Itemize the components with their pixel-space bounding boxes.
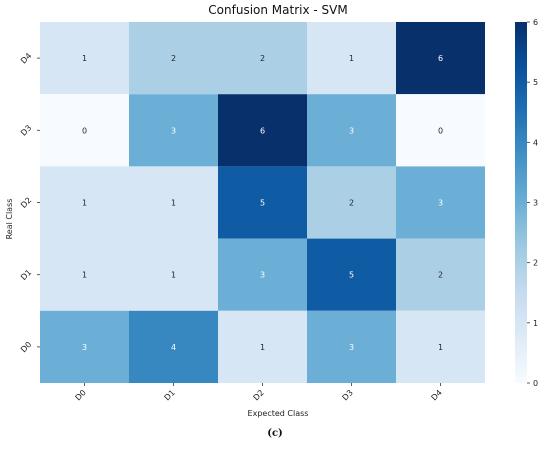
heatmap-cell-D2-D2 xyxy=(218,166,307,239)
heatmap-cell-D4-D1 xyxy=(129,22,218,95)
y-tick-label: D2 xyxy=(19,196,33,210)
cell-value-label: 3 xyxy=(260,271,265,280)
cell-value-label: 0 xyxy=(438,126,443,135)
heatmap-cell-D0-D1 xyxy=(129,310,218,383)
y-tick-label: D0 xyxy=(19,340,33,354)
x-tick-label: D0 xyxy=(74,388,88,402)
heatmap-cell-D4-D0 xyxy=(40,22,129,95)
colorbar-tick-label: 3 xyxy=(533,199,538,208)
heatmap-cell-D0-D4 xyxy=(396,310,485,383)
chart-title: Confusion Matrix - SVM xyxy=(208,3,347,17)
heatmap-cell-D3-D0 xyxy=(40,94,129,167)
colorbar-tick-label: 6 xyxy=(533,18,538,27)
heatmap-cell-D0-D0 xyxy=(40,310,129,383)
y-axis-label: Real Class xyxy=(5,199,14,240)
cell-value-label: 1 xyxy=(171,271,176,280)
cell-value-label: 5 xyxy=(260,199,265,208)
heatmap-cell-D3-D3 xyxy=(307,94,396,167)
cell-value-label: 3 xyxy=(349,343,354,352)
cell-value-label: 3 xyxy=(171,126,176,135)
heatmap-cell-D0-D3 xyxy=(307,310,396,383)
cell-value-label: 4 xyxy=(171,343,176,352)
heatmap-cell-D0-D2 xyxy=(218,310,307,383)
cell-value-label: 2 xyxy=(349,199,354,208)
heatmap-cell-D4-D4 xyxy=(396,22,485,95)
heatmap-cell-D1-D0 xyxy=(40,238,129,311)
y-tick-label: D4 xyxy=(19,51,33,65)
heatmap-cell-D3-D2 xyxy=(218,94,307,167)
colorbar xyxy=(515,22,527,383)
cell-value-label: 2 xyxy=(438,271,443,280)
colorbar-tick-label: 2 xyxy=(533,259,538,268)
heatmap-cell-D1-D1 xyxy=(129,238,218,311)
heatmap-cell-D1-D3 xyxy=(307,238,396,311)
cell-value-label: 2 xyxy=(171,54,176,63)
y-axis-ticks: D4 D3 D2 D1 D0 xyxy=(19,51,40,354)
cell-value-label: 1 xyxy=(82,54,87,63)
heatmap-grid: 1 2 2 1 6 0 3 6 3 0 1 1 5 2 3 1 1 3 5 2 3 4 1 3 1 xyxy=(40,22,485,383)
colorbar-ticks: 0 1 2 3 4 5 6 xyxy=(527,18,538,388)
colorbar-tick-label: 5 xyxy=(533,78,538,87)
cell-value-label: 1 xyxy=(82,271,87,280)
x-tick-label: D3 xyxy=(341,388,355,402)
x-axis-ticks: D0 D1 D2 D3 D4 xyxy=(74,383,444,402)
heatmap-cell-D1-D2 xyxy=(218,238,307,311)
cell-value-label: 1 xyxy=(349,54,354,63)
heatmap-cell-D3-D1 xyxy=(129,94,218,167)
heatmap-cell-D2-D3 xyxy=(307,166,396,239)
heatmap-cell-D1-D4 xyxy=(396,238,485,311)
x-tick-label: D4 xyxy=(430,388,444,402)
heatmap-cell-D4-D3 xyxy=(307,22,396,95)
heatmap-cell-D2-D1 xyxy=(129,166,218,239)
cell-value-label: 6 xyxy=(438,54,443,63)
cell-value-label: 2 xyxy=(260,54,265,63)
cell-value-label: 5 xyxy=(349,271,354,280)
colorbar-tick-label: 1 xyxy=(533,319,538,328)
x-axis-label: Expected Class xyxy=(248,409,309,418)
x-tick-label: D1 xyxy=(163,388,177,402)
confusion-matrix-chart: Confusion Matrix - SVM 1 2 2 1 60 3 6 3 01 1 5 2 31 1… xyxy=(5,3,538,418)
figure-caption: (c) xyxy=(267,428,283,439)
x-tick-label: D2 xyxy=(252,388,266,402)
heatmap-cell-D2-D0 xyxy=(40,166,129,239)
cell-value-label: 6 xyxy=(260,126,265,135)
heatmap-cell-D4-D2 xyxy=(218,22,307,95)
heatmap-cell-D3-D4 xyxy=(396,94,485,167)
cell-value-label: 1 xyxy=(438,343,443,352)
y-tick-label: D3 xyxy=(19,123,33,137)
cell-value-label: 1 xyxy=(82,199,87,208)
colorbar-tick-label: 4 xyxy=(533,138,538,147)
heatmap-cell-D2-D4 xyxy=(396,166,485,239)
cell-value-label: 1 xyxy=(260,343,265,352)
y-tick-label: D1 xyxy=(19,268,33,282)
cell-value-label: 0 xyxy=(82,126,87,135)
cell-value-label: 1 xyxy=(171,199,176,208)
cell-value-label: 3 xyxy=(82,343,87,352)
cell-value-label: 3 xyxy=(349,126,354,135)
colorbar-tick-label: 0 xyxy=(533,379,538,388)
cell-value-label: 3 xyxy=(438,199,443,208)
